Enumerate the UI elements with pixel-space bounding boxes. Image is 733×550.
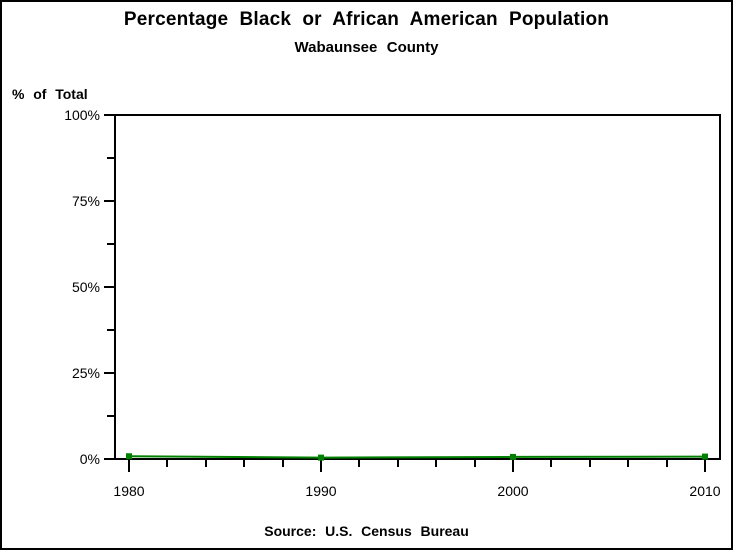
x-major-tick bbox=[704, 460, 706, 472]
y-minor-tick bbox=[107, 157, 114, 159]
x-minor-tick bbox=[204, 460, 207, 467]
y-axis-title: % of Total bbox=[12, 86, 88, 102]
y-major-tick bbox=[104, 372, 114, 374]
x-minor-tick bbox=[396, 460, 399, 467]
y-minor-tick bbox=[107, 243, 114, 245]
y-major-tick bbox=[104, 286, 114, 288]
y-major-tick bbox=[104, 200, 114, 202]
y-minor-tick bbox=[107, 415, 114, 417]
y-tick-label: 25% bbox=[71, 365, 100, 381]
y-tick-label: 50% bbox=[71, 279, 100, 295]
x-tick-label: 1990 bbox=[305, 483, 337, 499]
chart-subtitle: Wabaunsee County bbox=[294, 39, 439, 56]
x-tick-label: 2000 bbox=[497, 483, 529, 499]
x-minor-tick bbox=[358, 460, 361, 467]
y-tick-label: 0% bbox=[79, 451, 100, 467]
x-major-tick bbox=[128, 460, 130, 472]
x-minor-tick bbox=[473, 460, 476, 467]
x-minor-tick bbox=[665, 460, 668, 467]
x-tick-label: 1980 bbox=[113, 483, 145, 499]
chart-title: Percentage Black or African American Pop… bbox=[123, 9, 610, 30]
x-minor-tick bbox=[281, 460, 284, 467]
source-note: Source: U.S. Census Bureau bbox=[264, 523, 469, 539]
x-minor-tick bbox=[166, 460, 169, 467]
x-minor-tick bbox=[550, 460, 553, 467]
x-minor-tick bbox=[243, 460, 246, 467]
y-tick-label: 75% bbox=[71, 193, 100, 209]
y-major-tick bbox=[104, 114, 114, 116]
y-major-tick bbox=[104, 458, 114, 460]
x-tick-label: 2010 bbox=[689, 483, 721, 499]
x-minor-tick bbox=[627, 460, 630, 467]
plot-area bbox=[114, 114, 721, 460]
x-major-tick bbox=[320, 460, 322, 472]
x-minor-tick bbox=[588, 460, 591, 467]
y-minor-tick bbox=[107, 329, 114, 331]
x-major-tick bbox=[512, 460, 514, 472]
x-minor-tick bbox=[435, 460, 438, 467]
y-tick-label: 100% bbox=[64, 107, 100, 123]
